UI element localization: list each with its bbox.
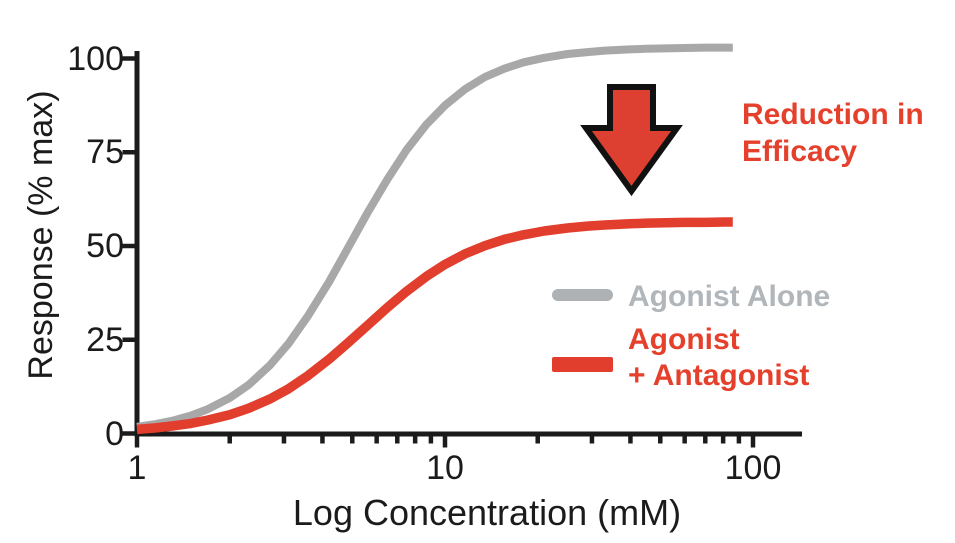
annotation-line-1: Reduction in [742,98,924,131]
agonist-alone-curve [136,43,733,431]
x-tick-label-1: 1 [127,449,147,487]
x-axis-title: Log Concentration (mM) [292,492,682,533]
x-tick-label-100: 100 [724,449,782,487]
reduction-arrow-icon [580,84,683,197]
y-tick-label-0: 0 [105,414,124,453]
annotation-line-2: Efficacy [742,135,858,168]
reduction-in-efficacy-label: Reduction in Efficacy [742,96,924,170]
y-tick-label-50: 50 [86,227,124,265]
y-axis-title: Response (% max) [22,90,60,380]
y-tick-label-75: 75 [86,133,124,172]
y-tick-label-25: 25 [86,320,124,359]
y-tick-label-100: 100 [67,39,124,78]
x-tick-label-10: 10 [426,449,464,487]
agonist-antagonist-curve [136,217,733,435]
